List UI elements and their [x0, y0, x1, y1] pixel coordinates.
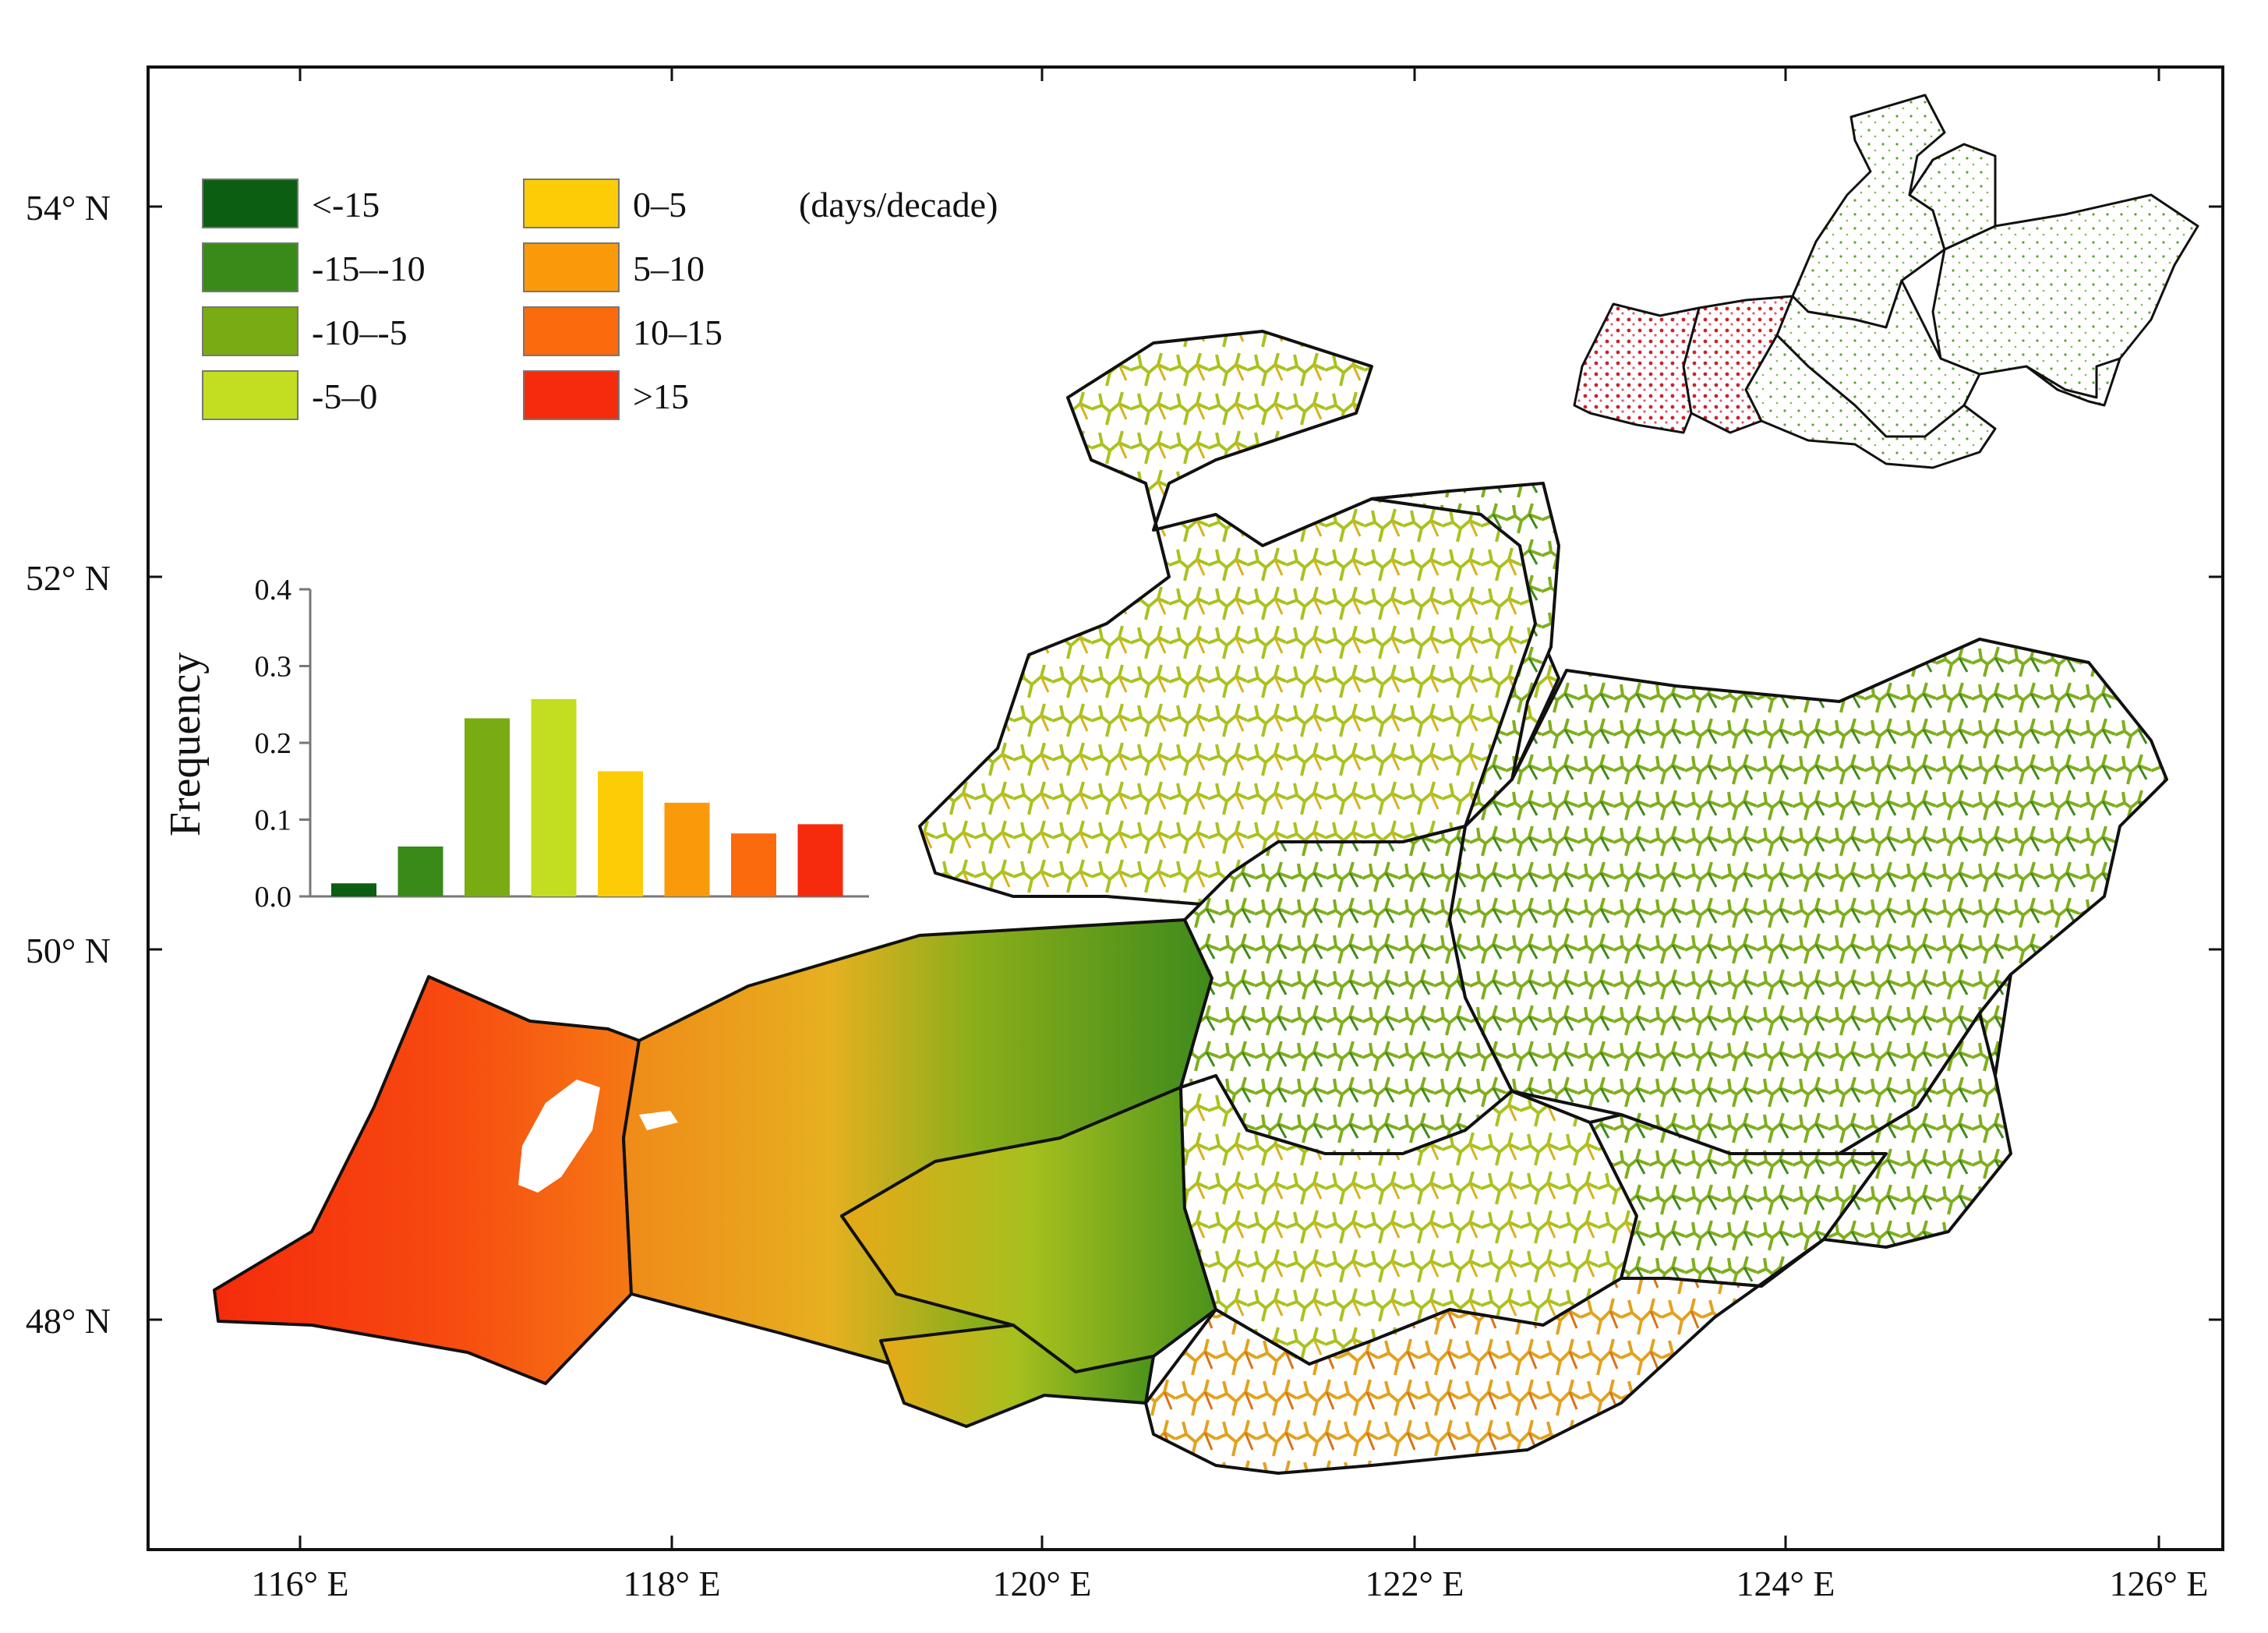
lake-hulun: [518, 1080, 600, 1193]
x-tick-label-116: 116° E: [251, 1564, 348, 1603]
region-north-east-strip: [1370, 482, 1560, 828]
histogram-bar-4: [531, 698, 577, 896]
inset-map: [1573, 94, 2199, 469]
x-tick-label-122: 122° E: [1365, 1564, 1464, 1603]
legend-label-5-10: 5–10: [633, 249, 705, 288]
histogram-y-tick-label: 0.1: [255, 804, 292, 837]
y-axis-labels: 54° N 52° N 50° N 48° N: [26, 188, 111, 1341]
legend: <-15 -15–-10 -10–-5 -5–0 0–5 5–10 10–15 …: [202, 178, 998, 420]
histogram-bar-8: [797, 824, 843, 896]
histogram-y-tick-label: 0.4: [255, 574, 292, 606]
legend-swatch-10-15: [523, 306, 620, 356]
x-tick-label-120: 120° E: [993, 1564, 1092, 1603]
histogram-bar-3: [465, 718, 510, 896]
inset-region-south: [1744, 334, 1997, 469]
legend-swatch-lt-15: [202, 178, 299, 228]
x-tick-label-118: 118° E: [623, 1564, 720, 1603]
x-axis-labels: 116° E 118° E 120° E 122° E 124° E 126° …: [251, 1564, 2208, 1603]
region-east-large: [1448, 638, 2168, 1155]
map-region-group: [213, 330, 2168, 1475]
inset-region-northeast: [1908, 143, 1997, 251]
y-tick-label-52: 52° N: [26, 558, 111, 598]
lake-buir: [639, 1111, 678, 1130]
legend-swatch-gt-15: [523, 370, 620, 420]
legend-swatch-5-0: [202, 370, 299, 420]
histogram-bar-5: [598, 771, 643, 896]
histogram-bar-2: [397, 846, 443, 896]
histogram-y-tick-label: 0.0: [255, 881, 292, 914]
histogram-bar-6: [664, 802, 710, 896]
histogram-bars: [331, 698, 843, 896]
y-tick-label-48: 48° N: [26, 1301, 111, 1341]
legend-unit: (days/decade): [799, 185, 998, 224]
legend-swatch-15-10: [202, 242, 299, 292]
legend-label-5-0: -5–0: [312, 376, 377, 416]
histogram-axes: [309, 589, 869, 898]
axis-ticks: [148, 67, 2223, 1550]
region-far-west: [213, 975, 641, 1385]
histogram-y-tick-label: 0.2: [255, 727, 292, 760]
histogram-y-tick-label: 0.3: [255, 651, 292, 684]
y-tick-label-54: 54° N: [26, 188, 111, 228]
histogram-bar-1: [331, 883, 376, 896]
inset-region-east-inner: [2025, 357, 2121, 407]
x-tick-label-126: 126° E: [2110, 1564, 2209, 1603]
legend-swatch-5-10: [523, 242, 620, 292]
region-north: [918, 330, 1560, 906]
region-east-inner: [1822, 1012, 2012, 1249]
inset-region-north: [1791, 94, 1946, 329]
x-tick-label-124: 124° E: [1736, 1564, 1835, 1603]
legend-label-lt-15: <-15: [312, 185, 380, 224]
histogram-bar-7: [731, 833, 776, 896]
map-frame: [147, 65, 2224, 1551]
legend-label-gt-15: >15: [633, 376, 689, 416]
histogram-y-label: Frequency: [161, 652, 210, 836]
legend-label-0-5: 0–5: [633, 185, 687, 224]
region-south: [1144, 1238, 1825, 1475]
histogram: 0.0 0.1 0.2 0.3 0.4 Frequency: [161, 574, 869, 914]
legend-label-15-10: -15–-10: [312, 249, 426, 288]
legend-swatch-10-5: [202, 306, 299, 356]
y-tick-label-50: 50° N: [26, 931, 111, 970]
legend-swatch-0-5: [523, 178, 620, 228]
legend-label-10-5: -10–-5: [312, 313, 408, 352]
histogram-y-ticks: 0.0 0.1 0.2 0.3 0.4: [255, 574, 310, 914]
inset-region-far-west: [1573, 302, 1701, 434]
legend-label-10-15: 10–15: [633, 313, 722, 352]
